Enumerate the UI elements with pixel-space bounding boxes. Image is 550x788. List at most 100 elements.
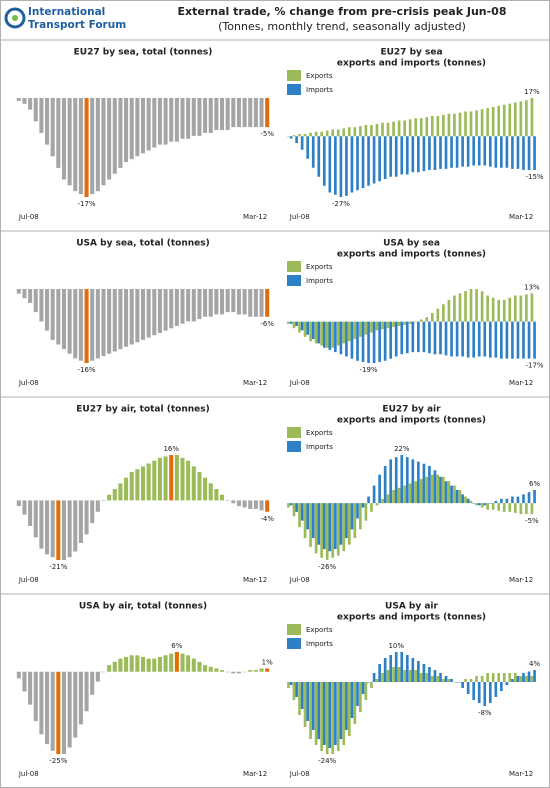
value-label: -5% <box>525 517 539 525</box>
bar <box>425 317 429 322</box>
bar <box>477 321 481 357</box>
bar <box>219 494 225 501</box>
chart-title: USA by air <box>385 602 438 612</box>
bar <box>112 98 117 174</box>
bar <box>519 676 523 682</box>
x-tick-label: Mar-12 <box>243 379 267 387</box>
bar <box>461 136 464 167</box>
value-label: -15% <box>526 173 544 181</box>
bar <box>450 485 453 504</box>
bar <box>45 98 50 145</box>
bar <box>408 321 412 324</box>
bar <box>483 321 487 357</box>
bar <box>475 676 478 682</box>
bar <box>428 136 431 170</box>
bar <box>405 655 409 682</box>
bar <box>300 321 304 331</box>
bar <box>469 500 473 504</box>
bar <box>486 108 489 137</box>
bar <box>530 98 534 137</box>
bar <box>455 490 459 504</box>
bar <box>101 671 106 673</box>
bar <box>469 289 473 322</box>
bar <box>447 679 451 682</box>
logo-text: International <box>28 6 105 18</box>
bar <box>522 673 525 682</box>
bar <box>497 105 501 137</box>
bar <box>180 457 185 501</box>
bar <box>386 494 390 504</box>
bar <box>303 134 307 137</box>
value-label: -6% <box>260 320 274 328</box>
value-label: -5% <box>260 130 274 138</box>
bar <box>214 668 219 672</box>
bar <box>300 503 304 521</box>
bar <box>101 289 106 357</box>
value-label: -24% <box>318 757 336 765</box>
bar <box>124 656 129 672</box>
bar <box>214 289 219 315</box>
bar <box>356 682 359 706</box>
bar <box>163 456 168 501</box>
bar <box>417 321 420 353</box>
bar <box>500 498 503 504</box>
bar <box>381 122 384 137</box>
bar <box>219 289 225 315</box>
bar <box>135 98 140 157</box>
bar <box>303 682 307 727</box>
bar <box>500 136 503 168</box>
bar <box>118 483 123 501</box>
bar <box>180 289 185 324</box>
bar <box>56 500 61 560</box>
bar <box>361 682 365 694</box>
bar <box>513 295 517 322</box>
bar <box>522 136 525 170</box>
bar <box>336 682 340 751</box>
bar <box>400 136 404 175</box>
bar <box>527 136 531 170</box>
bar <box>265 289 270 317</box>
bar <box>112 289 117 352</box>
bar <box>419 319 423 322</box>
bar <box>339 136 343 197</box>
bar <box>505 321 509 359</box>
bar <box>298 134 301 137</box>
bar <box>533 136 536 170</box>
bar <box>513 102 517 137</box>
value-label: 6% <box>171 642 182 650</box>
value-label: -17% <box>78 200 96 208</box>
bar <box>447 481 451 504</box>
bar <box>259 98 264 128</box>
legend-label: Imports <box>306 86 333 94</box>
bar <box>483 503 487 506</box>
bar <box>135 469 140 501</box>
bar <box>386 122 390 137</box>
bar <box>522 494 525 504</box>
bar <box>28 500 33 526</box>
bar <box>78 289 83 361</box>
bar <box>298 682 301 715</box>
value-label: -21% <box>49 563 67 571</box>
bar <box>367 496 370 504</box>
bar <box>309 321 312 342</box>
bar <box>516 676 520 682</box>
value-label: -25% <box>49 757 67 765</box>
x-tick-label: Jul-08 <box>18 770 39 778</box>
bar <box>152 289 157 336</box>
bar <box>169 455 174 501</box>
legend-label: Exports <box>306 626 333 634</box>
bar <box>169 289 174 329</box>
bar <box>309 132 312 137</box>
bar <box>236 500 241 507</box>
value-label: -8% <box>478 709 492 717</box>
bar <box>483 136 487 166</box>
bar <box>419 479 423 504</box>
bar <box>107 98 112 180</box>
bar <box>394 652 398 682</box>
bar <box>28 671 33 705</box>
bar <box>392 121 395 137</box>
bar <box>163 655 168 672</box>
bar <box>320 503 323 558</box>
bar <box>403 670 406 682</box>
bar <box>339 682 343 739</box>
